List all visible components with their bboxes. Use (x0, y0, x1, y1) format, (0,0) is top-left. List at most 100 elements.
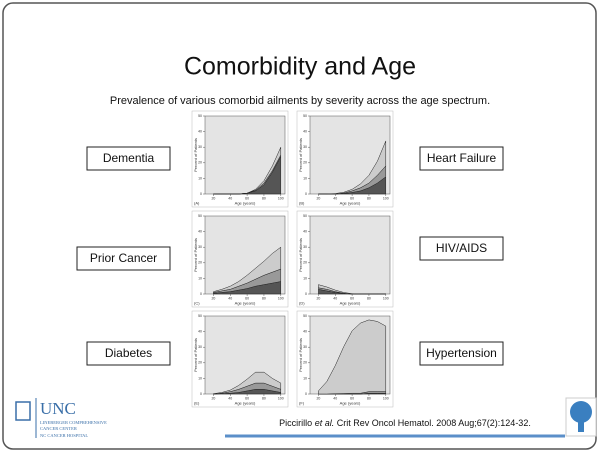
y-tick-label: 0 (305, 292, 307, 296)
y-tick-label: 40 (198, 330, 202, 334)
x-tick-label: 20 (211, 296, 215, 300)
x-axis-label: Age (years) (235, 301, 256, 306)
citation: Piccirillo et al. Crit Rev Oncol Hematol… (279, 418, 531, 428)
plot-area (309, 215, 391, 295)
logo-line: NC CANCER HOSPITAL (40, 433, 88, 438)
unc-logo: UNC LINEBERGER COMPREHENSIVE CANCER CENT… (15, 398, 107, 438)
panel-label: (A) (194, 201, 200, 206)
label-text: Hypertension (426, 346, 497, 360)
label-box (86, 341, 171, 366)
y-tick-label: 40 (303, 330, 307, 334)
y-tick-label: 30 (198, 345, 202, 349)
logo-line: LINEBERGER COMPREHENSIVE (40, 420, 107, 425)
y-tick-label: 20 (303, 361, 307, 365)
panel-label: (D) (299, 301, 305, 306)
label-box (86, 146, 171, 171)
x-tick-label: 80 (367, 396, 371, 400)
y-tick-label: 10 (198, 376, 202, 380)
label-text: HIV/AIDS (436, 241, 487, 255)
x-axis-label: Age (years) (340, 201, 361, 206)
y-tick-label: 50 (303, 314, 307, 318)
y-tick-label: 20 (198, 361, 202, 365)
area-band (318, 284, 386, 295)
label-text: Prior Cancer (90, 251, 157, 265)
y-tick-label: 50 (198, 314, 202, 318)
x-tick-label: 60 (245, 296, 249, 300)
tree-icon (565, 397, 597, 437)
y-axis-label: Percent of Patients (193, 138, 198, 172)
x-tick-label: 100 (278, 196, 284, 200)
x-tick-label: 20 (316, 396, 320, 400)
logo-line: CANCER CENTER (40, 426, 77, 431)
y-tick-label: 50 (303, 114, 307, 118)
y-tick-label: 20 (303, 161, 307, 165)
x-tick-label: 80 (367, 296, 371, 300)
logo-text: UNC (40, 399, 76, 418)
x-tick-label: 20 (211, 196, 215, 200)
x-tick-label: 100 (278, 296, 284, 300)
panel-label: (B) (299, 201, 305, 206)
x-tick-label: 40 (333, 296, 337, 300)
citation-author: Piccirillo (279, 418, 312, 428)
x-axis-label: Age (years) (235, 201, 256, 206)
y-tick-label: 0 (200, 192, 202, 196)
x-axis-label: Age (years) (235, 401, 256, 406)
area-band (318, 319, 387, 395)
x-tick-label: 80 (262, 296, 266, 300)
y-tick-label: 0 (305, 192, 307, 196)
label-box (419, 341, 504, 366)
y-axis-label: Percent of Patients (298, 138, 303, 172)
panel-label: (F) (299, 401, 305, 406)
y-axis-label: Percent of Patients (298, 338, 303, 372)
x-tick-label: 60 (350, 396, 354, 400)
label-box (419, 146, 504, 171)
label-box (419, 236, 504, 261)
x-tick-label: 20 (211, 396, 215, 400)
area-band (213, 371, 282, 395)
y-tick-label: 0 (200, 292, 202, 296)
slide-subtitle: Prevalence of various comorbid ailments … (110, 95, 490, 107)
x-tick-label: 60 (245, 196, 249, 200)
label-text: Heart Failure (427, 151, 497, 165)
y-tick-label: 30 (303, 345, 307, 349)
y-tick-label: 20 (303, 261, 307, 265)
x-tick-label: 20 (316, 196, 320, 200)
x-tick-label: 20 (316, 296, 320, 300)
citation-etal: et al. (315, 418, 335, 428)
y-tick-label: 20 (198, 261, 202, 265)
label-text: Diabetes (105, 346, 152, 360)
area-band (318, 140, 387, 195)
y-tick-label: 30 (303, 145, 307, 149)
x-axis-label: Age (years) (340, 401, 361, 406)
logo-icon (15, 401, 31, 421)
slide-title: Comorbidity and Age (184, 53, 416, 81)
panel-label: (E) (194, 401, 200, 406)
y-tick-label: 30 (198, 145, 202, 149)
y-tick-label: 0 (200, 392, 202, 396)
y-tick-label: 0 (305, 392, 307, 396)
y-tick-label: 10 (303, 176, 307, 180)
x-tick-label: 40 (333, 396, 337, 400)
x-tick-label: 80 (262, 396, 266, 400)
x-tick-label: 40 (228, 196, 232, 200)
area-band (213, 246, 282, 293)
area-band (213, 147, 282, 195)
y-tick-label: 40 (303, 230, 307, 234)
y-tick-label: 10 (303, 376, 307, 380)
x-tick-label: 40 (333, 196, 337, 200)
y-axis-label: Percent of Patients (193, 338, 198, 372)
x-tick-label: 80 (262, 196, 266, 200)
y-tick-label: 40 (303, 130, 307, 134)
x-tick-label: 100 (383, 396, 389, 400)
y-tick-label: 50 (198, 114, 202, 118)
x-axis-label: Age (years) (340, 301, 361, 306)
y-tick-label: 10 (303, 276, 307, 280)
label-box (76, 246, 171, 271)
panel-label: (C) (194, 301, 200, 306)
y-tick-label: 50 (198, 214, 202, 218)
y-axis-label: Percent of Patients (298, 238, 303, 272)
y-tick-label: 30 (303, 245, 307, 249)
y-tick-label: 40 (198, 130, 202, 134)
